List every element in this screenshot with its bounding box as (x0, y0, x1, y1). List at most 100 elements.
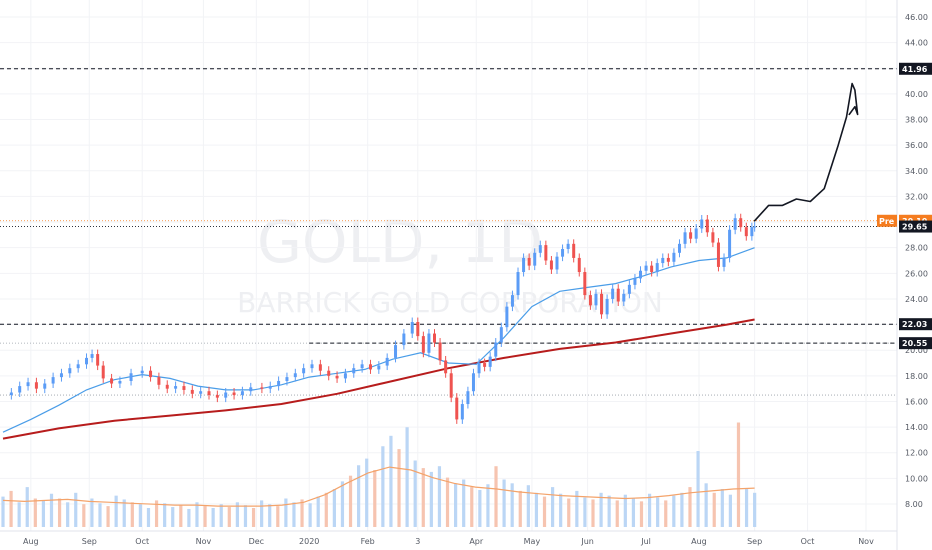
candle-body (733, 218, 737, 230)
candle-body (427, 333, 431, 353)
grid (0, 0, 897, 531)
volume-bar (251, 508, 256, 527)
candle-body (318, 364, 322, 371)
volume-bar (49, 493, 54, 527)
projection-drawing[interactable] (753, 82, 859, 222)
candle-body (433, 333, 436, 343)
volume-bar (688, 487, 692, 527)
candle-body (421, 336, 425, 353)
volume-bar (736, 422, 741, 527)
watermark: GOLD, 1D BARRICK GOLD CORPORATION (237, 208, 663, 319)
candle-body (26, 382, 30, 387)
x-tick-label: Nov (196, 537, 212, 546)
candle-body (655, 263, 659, 273)
x-tick-label: Dec (249, 537, 264, 546)
volume-bar (744, 489, 749, 527)
volume-bar (106, 506, 110, 527)
volume-bar (478, 489, 482, 527)
volume-bar (631, 498, 636, 527)
candle-body (555, 256, 559, 270)
x-tick-label: Jul (640, 537, 651, 546)
candle-body (711, 232, 715, 243)
candle-body (293, 373, 297, 378)
candle-body (377, 365, 381, 370)
volume-bar (405, 427, 409, 527)
candle-body (455, 397, 459, 420)
candle-body (527, 257, 531, 266)
candle-body (335, 375, 339, 379)
volume-bar (753, 492, 757, 527)
watermark-company: BARRICK GOLD CORPORATION (237, 286, 663, 319)
y-tick-label: 12.00 (905, 449, 928, 458)
volume-bar (235, 502, 239, 527)
candle-body (522, 257, 526, 273)
y-tick-label: 14.00 (905, 423, 928, 432)
volume-bar (324, 492, 328, 527)
candle-body (611, 288, 615, 299)
projection-path[interactable] (753, 82, 859, 222)
candle-body (572, 243, 576, 258)
horizontal-levels[interactable] (0, 68, 897, 396)
candle-body (368, 364, 372, 370)
volume-bar (195, 502, 199, 527)
candle-body (18, 386, 22, 393)
volume-bar (332, 489, 336, 527)
candle-body (616, 288, 620, 302)
candle-body (583, 272, 587, 296)
candle-body (165, 384, 169, 389)
candle-body (744, 227, 748, 237)
candle-body (232, 392, 236, 396)
candle-body (700, 219, 704, 229)
time-axis[interactable]: Aug Sep Oct Nov Dec 2020 Feb 3 Apr May Jun Jul Aug Se… (23, 537, 874, 546)
candle-body (460, 404, 464, 420)
volume-bar (365, 458, 369, 527)
volume-bar (567, 498, 571, 527)
y-tick-label: 16.00 (905, 397, 928, 406)
candles (9, 213, 757, 424)
candle-body (716, 242, 720, 267)
level-badge (899, 337, 932, 350)
candle-body (549, 260, 553, 270)
volume-bar (680, 492, 684, 527)
candle-body (683, 232, 687, 244)
candle-body (694, 228, 698, 239)
candle-body (566, 243, 570, 249)
volume-bar (413, 460, 417, 527)
candle-body (360, 364, 364, 369)
volume-bar (421, 468, 425, 527)
candle-body (488, 356, 492, 367)
candle-body (268, 386, 272, 389)
volume-bar (575, 490, 579, 527)
level-badge (899, 318, 932, 331)
y-tick-label: 18.00 (905, 372, 928, 381)
ma200-line (2, 318, 755, 440)
volume-bar (284, 498, 288, 527)
volume-bars (1, 422, 757, 527)
volume-bar (510, 483, 514, 527)
volume-bar (728, 494, 732, 527)
volume-bar (74, 492, 78, 527)
volume-bar (130, 502, 134, 527)
x-tick-label: Jun (580, 537, 594, 546)
volume-bar (462, 479, 466, 527)
candle-body (343, 373, 347, 379)
x-tick-label: May (524, 537, 541, 546)
x-tick-label: Apr (469, 537, 484, 546)
candle-body (352, 368, 356, 374)
x-tick-label: Nov (858, 537, 874, 546)
candle-body (240, 391, 244, 396)
level-badge-label: 22.03 (902, 320, 927, 329)
volume-bar (179, 505, 183, 527)
volume-bar (429, 471, 433, 527)
volume-bar (138, 504, 142, 527)
candle-body (753, 226, 757, 228)
volume-bar (211, 508, 215, 527)
candle-body (672, 252, 676, 262)
price-badge-label: 29.65 (902, 223, 928, 232)
level-badge-label: 41.96 (902, 65, 928, 74)
candle-body (722, 257, 726, 267)
volume-bar (308, 503, 312, 527)
volume-bar (114, 495, 118, 527)
candle-body (34, 382, 38, 389)
